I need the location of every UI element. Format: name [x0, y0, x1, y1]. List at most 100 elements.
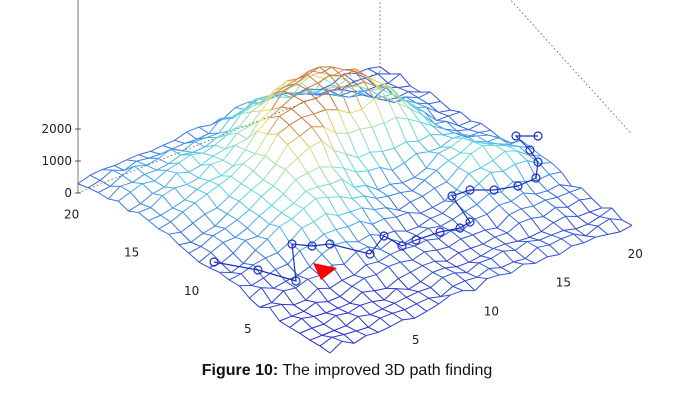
mesh-line	[579, 199, 591, 213]
mesh-line	[158, 228, 169, 235]
mesh-line	[281, 304, 293, 317]
mesh-line	[407, 118, 419, 142]
mesh-line	[162, 187, 175, 197]
mesh-line	[472, 234, 484, 245]
mesh-line	[492, 160, 504, 172]
mesh-line	[371, 122, 385, 128]
mesh-line	[416, 227, 429, 237]
mesh-line	[333, 74, 347, 81]
mesh-line	[506, 222, 520, 234]
mesh-line	[236, 219, 248, 229]
mesh-line	[609, 218, 622, 221]
z-tick-label: 2000	[41, 122, 72, 136]
mesh-line	[281, 106, 292, 110]
mesh-line	[333, 150, 345, 169]
mesh-line	[134, 165, 145, 175]
mesh-line	[222, 236, 236, 243]
mesh-line	[277, 252, 288, 265]
mesh-line	[158, 148, 171, 159]
mesh-line	[367, 170, 379, 191]
mesh-line	[299, 250, 311, 267]
mesh-line	[565, 215, 576, 230]
mesh-line	[114, 165, 125, 171]
mesh-line	[369, 152, 381, 168]
mesh-line	[539, 239, 550, 246]
mesh-line	[426, 152, 439, 169]
mesh-line	[365, 75, 377, 87]
mesh-line	[232, 149, 246, 167]
mesh-line	[232, 240, 246, 254]
mesh-line	[273, 86, 286, 95]
mesh-line	[339, 90, 353, 97]
mesh-line	[216, 195, 230, 209]
mesh-line	[230, 175, 242, 184]
mesh-line	[196, 133, 210, 140]
mesh-line	[609, 218, 621, 233]
mesh-line	[468, 129, 479, 133]
mesh-line	[339, 296, 351, 304]
mesh-line	[361, 207, 373, 225]
mesh-line	[357, 316, 369, 328]
mesh-line	[460, 141, 474, 154]
mesh-line	[287, 263, 299, 276]
mesh-line	[510, 200, 522, 210]
mesh-line	[400, 98, 413, 105]
mesh-line	[281, 303, 294, 306]
mesh-line	[293, 299, 306, 306]
path-node	[533, 157, 543, 167]
mesh-line	[504, 243, 516, 251]
mesh-line	[254, 133, 268, 155]
mesh-line	[148, 214, 161, 222]
mesh-line	[265, 257, 276, 270]
mesh-line	[341, 279, 353, 287]
mesh-line	[386, 207, 399, 211]
mesh-line	[359, 129, 371, 153]
mesh-line	[499, 272, 512, 276]
mesh-line	[393, 147, 405, 164]
mesh-line	[365, 184, 377, 199]
mesh-line	[287, 135, 300, 146]
mesh-line	[299, 332, 311, 341]
mesh-line	[379, 66, 391, 75]
mesh-line	[242, 163, 254, 172]
mesh-line	[182, 211, 194, 224]
mesh-line	[347, 312, 359, 317]
mesh-line	[170, 221, 182, 233]
mesh-line	[178, 241, 191, 246]
mesh-line	[138, 212, 149, 221]
mesh-line	[516, 150, 530, 156]
mesh-line	[297, 274, 308, 280]
mesh-line	[442, 277, 454, 287]
mesh-line	[325, 88, 339, 97]
mesh-line	[289, 124, 300, 137]
mesh-line	[240, 170, 254, 184]
mesh-line	[416, 151, 429, 155]
mesh-line	[363, 195, 375, 210]
mesh-line	[416, 303, 427, 312]
mesh-line	[438, 238, 450, 248]
mesh-line	[242, 153, 256, 164]
mesh-line	[226, 200, 240, 215]
mesh-line	[150, 145, 163, 152]
mesh-line	[222, 107, 236, 120]
mesh-line	[194, 141, 206, 148]
mesh-line	[418, 226, 429, 229]
mesh-line	[255, 249, 266, 259]
mesh-line	[273, 169, 286, 187]
mesh-line	[267, 226, 280, 240]
mesh-line	[472, 141, 484, 147]
mesh-line	[458, 252, 470, 263]
mesh-line	[321, 244, 335, 255]
mesh-line	[557, 191, 570, 198]
mesh-line	[303, 302, 317, 312]
mesh-line	[394, 141, 407, 149]
mesh-line	[589, 207, 602, 213]
mesh-line	[355, 171, 367, 186]
mesh-line	[89, 174, 101, 181]
mesh-line	[438, 146, 451, 154]
mesh-line	[355, 170, 369, 173]
mesh-line	[466, 194, 478, 205]
mesh-line	[430, 91, 441, 102]
mesh-line	[529, 236, 540, 241]
